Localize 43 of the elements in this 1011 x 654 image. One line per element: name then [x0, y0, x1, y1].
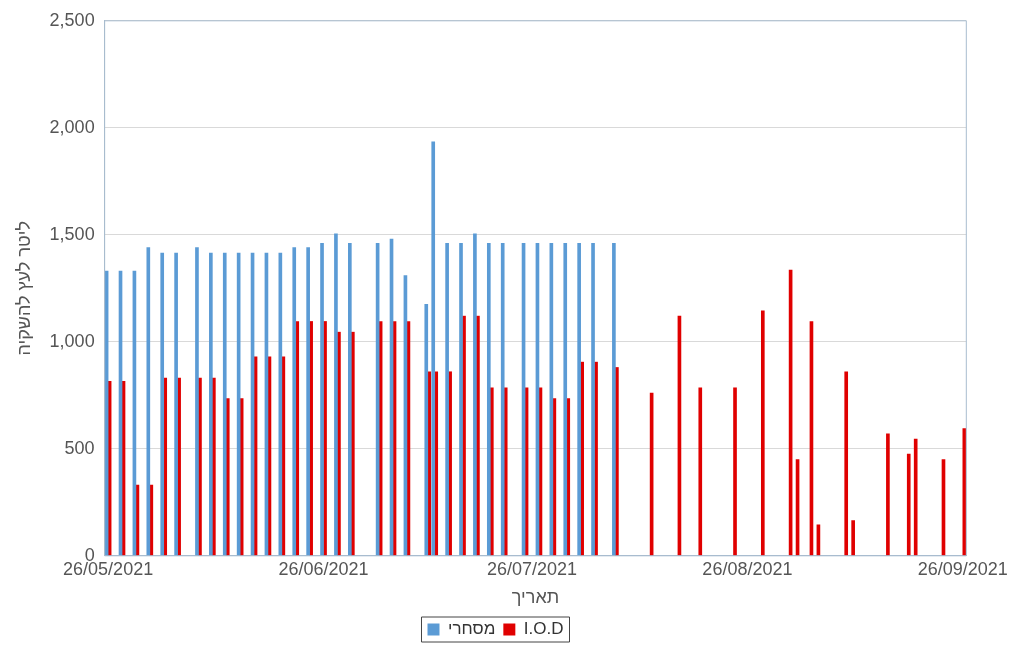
bar — [844, 371, 849, 556]
bar — [486, 243, 491, 556]
bar — [906, 453, 911, 556]
y-tick-label: 500 — [64, 437, 95, 458]
bar — [500, 243, 505, 556]
bar — [733, 387, 737, 556]
x-tick-label: 26/07/2021 — [486, 558, 578, 579]
bar — [577, 243, 581, 556]
y-tick-label: 2,500 — [49, 9, 95, 30]
bar — [195, 247, 199, 556]
bar — [334, 233, 338, 556]
bar — [348, 243, 352, 556]
legend-label: מסחרי — [447, 619, 496, 639]
x-tick-label: 26/08/2021 — [702, 558, 793, 579]
bar — [146, 247, 151, 556]
y-tick-label: 1,000 — [49, 330, 95, 351]
bar — [591, 243, 595, 556]
y-tick-label: 2,000 — [49, 116, 95, 137]
y-axis-title: ליטר לעץ להשקיה — [13, 221, 34, 356]
bar — [160, 252, 165, 556]
bar — [851, 520, 855, 556]
bar — [209, 252, 213, 556]
bar — [424, 304, 429, 556]
bar — [445, 243, 449, 556]
y-tick-label: 1,500 — [49, 223, 95, 244]
bar — [320, 243, 324, 556]
bar — [698, 387, 703, 556]
bar — [222, 252, 227, 556]
bar — [174, 252, 178, 556]
bar — [563, 243, 568, 556]
bar — [459, 243, 463, 556]
bar — [292, 247, 297, 556]
bar — [306, 247, 310, 556]
bar — [886, 433, 890, 556]
bar — [612, 243, 616, 556]
bar — [760, 310, 765, 556]
x-axis-title: תאריך — [511, 587, 560, 608]
bar — [431, 141, 436, 556]
legend-label: I.O.D — [523, 619, 564, 639]
bar — [913, 438, 918, 556]
bar — [473, 233, 477, 556]
x-tick-label: 26/09/2021 — [917, 558, 1008, 579]
x-tick-label: 26/06/2021 — [278, 558, 369, 579]
